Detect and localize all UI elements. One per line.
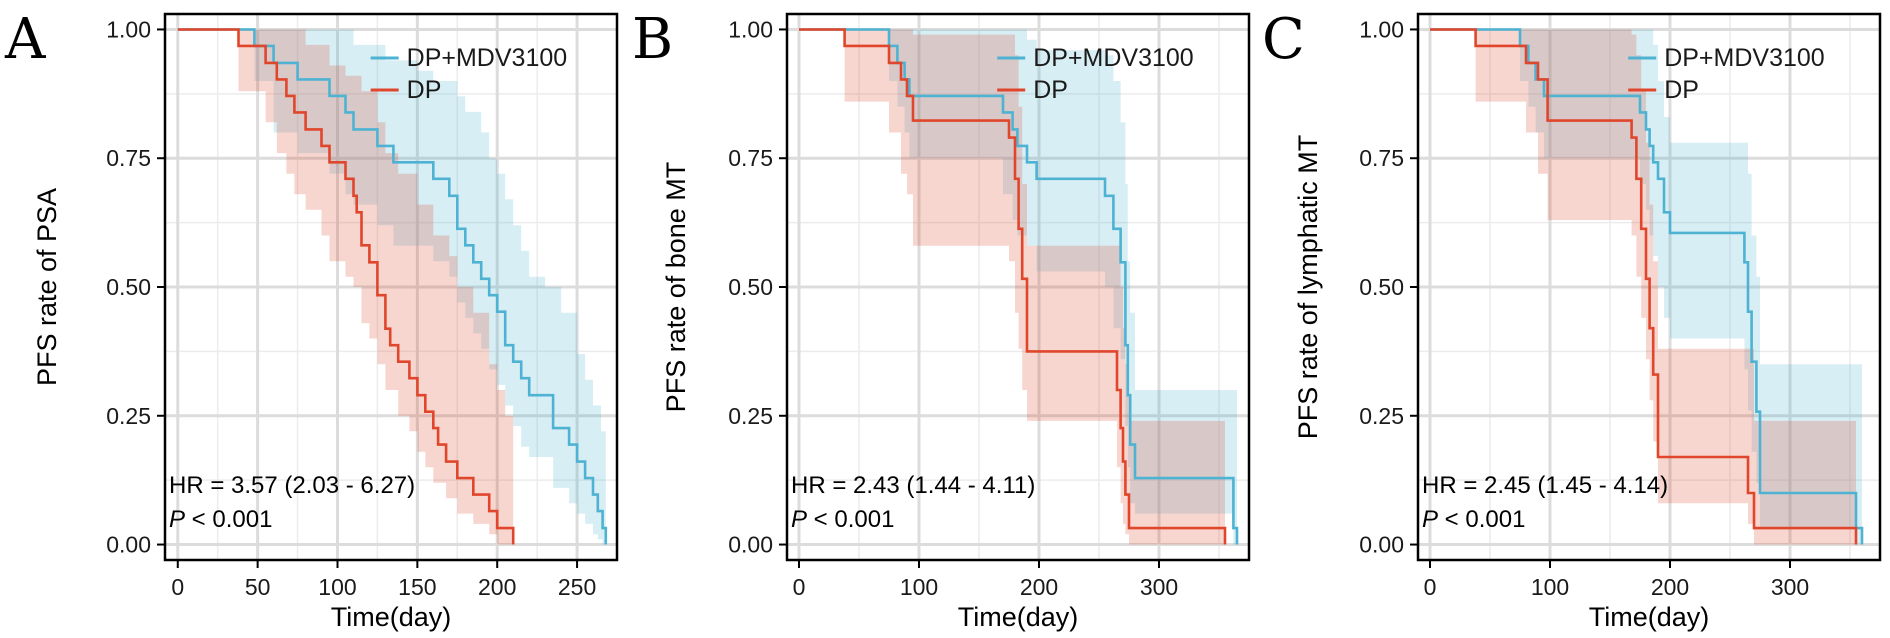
- km-curve-dp-mdv3100: [1430, 28, 1864, 545]
- p-symbol: P: [169, 506, 185, 533]
- x-tick-label: 100: [900, 574, 938, 600]
- x-tick-label: 0: [171, 574, 184, 600]
- km-curve-dp: [177, 28, 515, 545]
- y-tick-label: 1.00: [1359, 16, 1404, 42]
- ci-band-dp-mdv3100: [799, 29, 1237, 545]
- legend-label: DP+MDV3100: [1664, 44, 1825, 72]
- x-tick-label: 150: [398, 574, 436, 600]
- y-axis-title: PFS rate of lymphatic MT: [1293, 135, 1323, 440]
- y-tick-label: 0.00: [1359, 532, 1404, 558]
- y-axis-title: PFS rate of PSA: [32, 188, 62, 386]
- y-tick-label: 0.50: [1359, 274, 1404, 300]
- x-tick-label: 0: [793, 574, 806, 600]
- y-tick-label: 1.00: [728, 16, 773, 42]
- ci-band-dp: [177, 29, 514, 545]
- y-tick-label: 1.00: [106, 16, 151, 42]
- km-curve-dp: [799, 28, 1227, 545]
- p-value: < 0.001: [1438, 506, 1525, 533]
- y-tick-label: 0.75: [728, 145, 773, 171]
- panel-c: C 0.00 0.25 0.50 0.75 1.00 0 100 200 300 Time(day)…: [1262, 7, 1882, 632]
- x-tick-label: 300: [1771, 574, 1809, 600]
- p-symbol: P: [791, 506, 807, 533]
- p-value-annotation: P < 0.001: [1422, 506, 1525, 533]
- legend-label: DP: [407, 76, 442, 104]
- y-axis-title: PFS rate of bone MT: [661, 162, 691, 413]
- p-value: < 0.001: [807, 506, 894, 533]
- x-tick-label: 100: [318, 574, 356, 600]
- x-tick-label: 200: [1020, 574, 1058, 600]
- y-tick-label: 0.25: [1359, 403, 1404, 429]
- x-tick-label: 100: [1531, 574, 1569, 600]
- panel-b: B 0.00 0.25 0.50 0.75 1.00 0 100 200 300 Time(day)…: [632, 7, 1251, 632]
- y-tick-label: 0.50: [728, 274, 773, 300]
- hr-annotation: HR = 2.43 (1.44 - 4.11): [791, 472, 1035, 499]
- p-symbol: P: [1422, 506, 1438, 533]
- x-tick-label: 50: [245, 574, 271, 600]
- ci-band-dp: [799, 29, 1225, 545]
- ci-band-dp-mdv3100: [1430, 29, 1862, 545]
- x-axis-title: Time(day): [331, 602, 452, 632]
- legend-label: DP: [1664, 76, 1699, 104]
- x-tick-label: 0: [1424, 574, 1437, 600]
- legend-label: DP+MDV3100: [1033, 44, 1194, 72]
- p-value-annotation: P < 0.001: [791, 506, 894, 533]
- y-tick-label: 0.50: [106, 274, 151, 300]
- panel-a: A 0.00 0.25 0.50 0.75 1.00 0 50 100 150 200 250 Time…: [4, 7, 619, 632]
- p-value-annotation: P < 0.001: [169, 506, 272, 533]
- ci-band-dp-mdv3100: [177, 29, 606, 545]
- x-tick-label: 300: [1140, 574, 1178, 600]
- legend-label: DP: [1033, 76, 1068, 104]
- legend-label: DP+MDV3100: [407, 44, 568, 72]
- x-axis-title: Time(day): [958, 602, 1079, 632]
- hr-annotation: HR = 3.57 (2.03 - 6.27): [169, 472, 415, 499]
- p-value: < 0.001: [185, 506, 272, 533]
- x-tick-label: 250: [558, 574, 596, 600]
- km-curve-dp-mdv3100: [177, 28, 608, 545]
- km-curve-dp: [1430, 28, 1858, 545]
- y-tick-label: 0.75: [106, 145, 151, 171]
- y-tick-label: 0.75: [1359, 145, 1404, 171]
- ci-band-dp: [1430, 29, 1856, 545]
- y-tick-label: 0.00: [106, 532, 151, 558]
- y-tick-label: 0.25: [728, 403, 773, 429]
- x-tick-label: 200: [478, 574, 516, 600]
- x-tick-label: 200: [1651, 574, 1689, 600]
- y-tick-label: 0.25: [106, 403, 151, 429]
- panel-letter: A: [4, 7, 46, 72]
- x-axis-title: Time(day): [1589, 602, 1710, 632]
- y-tick-label: 0.00: [728, 532, 773, 558]
- panel-letter: B: [632, 7, 673, 72]
- hr-annotation: HR = 2.45 (1.45 - 4.14): [1422, 472, 1668, 499]
- panel-letter: C: [1262, 7, 1305, 72]
